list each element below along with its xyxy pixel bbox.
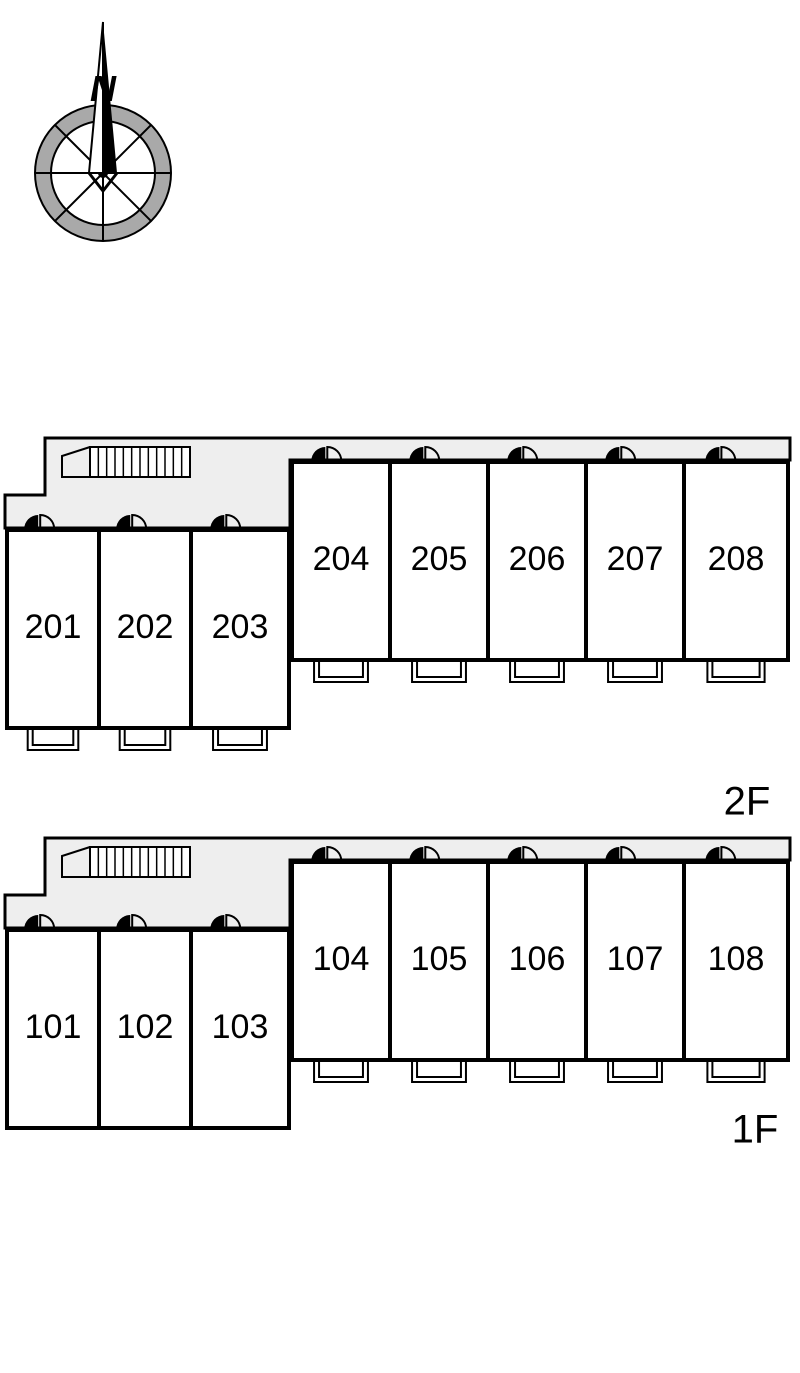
floor-label-2F: 2F: [724, 780, 771, 824]
compass: N: [35, 22, 171, 241]
floor-1F: [5, 838, 790, 1128]
room-label-101: 101: [25, 1008, 82, 1046]
room-label-108: 108: [708, 940, 765, 978]
room-label-207: 207: [607, 540, 664, 578]
room-label-201: 201: [25, 608, 82, 646]
room-label-106: 106: [509, 940, 566, 978]
floor-plan-diagram: N 201 202 203 204 205 206 207 208 2F 101 102 103 104 1…: [0, 0, 800, 1373]
floor-label-1F: 1F: [732, 1108, 779, 1152]
balcony-icon: [608, 662, 662, 682]
balcony-icon: [412, 662, 466, 682]
balcony-icon: [510, 1062, 564, 1082]
balcony-icon: [120, 730, 171, 750]
room-label-203: 203: [212, 608, 269, 646]
room-label-206: 206: [509, 540, 566, 578]
room-label-103: 103: [212, 1008, 269, 1046]
balcony-icon: [707, 1062, 764, 1082]
room-label-102: 102: [117, 1008, 174, 1046]
balcony-icon: [707, 662, 764, 682]
room-label-205: 205: [411, 540, 468, 578]
compass-north-label: N: [90, 68, 117, 109]
balcony-icon: [314, 662, 368, 682]
balcony-icon: [314, 1062, 368, 1082]
room-label-107: 107: [607, 940, 664, 978]
room-label-104: 104: [313, 940, 370, 978]
room-label-105: 105: [411, 940, 468, 978]
room-label-204: 204: [313, 540, 370, 578]
floor-2F: [5, 438, 790, 750]
balcony-icon: [28, 730, 79, 750]
balcony-icon: [213, 730, 267, 750]
room-label-202: 202: [117, 608, 174, 646]
balcony-icon: [608, 1062, 662, 1082]
balcony-icon: [412, 1062, 466, 1082]
room-label-208: 208: [708, 540, 765, 578]
balcony-icon: [510, 662, 564, 682]
